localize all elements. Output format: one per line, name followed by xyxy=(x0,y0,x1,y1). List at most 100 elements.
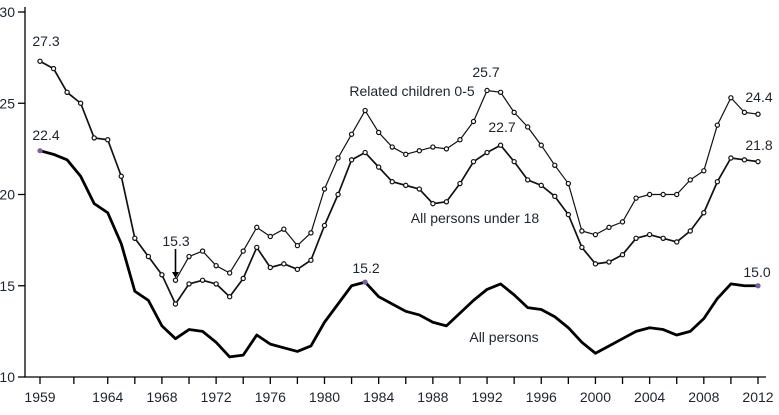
annotation-text: All persons xyxy=(469,329,538,345)
annotation-text: 22.7 xyxy=(488,119,515,135)
series-marker xyxy=(254,244,260,251)
series-marker xyxy=(470,158,477,165)
series-marker xyxy=(50,65,57,72)
series-marker xyxy=(267,233,274,240)
series-marker xyxy=(430,200,436,207)
series-marker xyxy=(484,149,490,156)
annotation-text: All persons under 18 xyxy=(411,210,540,226)
series-marker xyxy=(64,89,70,96)
x-tick-label: 1972 xyxy=(201,389,232,405)
x-tick-label: 1996 xyxy=(526,389,557,405)
annotation-arrow-head xyxy=(172,272,179,278)
series-marker xyxy=(619,219,626,225)
series-marker xyxy=(579,228,585,234)
series-marker xyxy=(321,222,328,229)
series-marker xyxy=(552,193,558,200)
series-marker xyxy=(674,191,680,198)
series-marker xyxy=(646,191,653,198)
series-marker xyxy=(226,270,233,276)
series-marker xyxy=(714,122,721,128)
series-marker xyxy=(443,199,450,205)
series-marker xyxy=(105,137,111,143)
series-marker xyxy=(240,275,246,282)
series-marker xyxy=(457,137,463,143)
series-marker xyxy=(37,58,43,64)
series-marker xyxy=(213,262,219,269)
series-marker xyxy=(389,179,395,185)
series-marker xyxy=(565,211,572,218)
series-marker xyxy=(497,89,504,96)
x-tick-label: 1976 xyxy=(255,389,286,405)
series-marker xyxy=(294,266,301,273)
series-marker xyxy=(430,144,436,150)
series-marker xyxy=(159,272,165,278)
series-marker xyxy=(484,87,490,94)
series-marker xyxy=(91,135,97,141)
series-marker xyxy=(416,186,423,192)
series-marker xyxy=(403,151,409,158)
series-marker xyxy=(511,109,517,116)
series-marker xyxy=(118,173,124,179)
series-marker xyxy=(416,147,423,154)
annotation-text: 25.7 xyxy=(472,64,499,80)
series-marker xyxy=(633,195,639,201)
series-marker xyxy=(213,281,219,287)
series-marker xyxy=(606,259,612,265)
series-marker xyxy=(77,100,84,106)
series-marker xyxy=(443,146,450,152)
series-marker xyxy=(592,231,599,238)
series-marker xyxy=(172,277,179,283)
series-marker xyxy=(240,248,246,254)
series-marker xyxy=(538,182,544,189)
series-marker xyxy=(728,155,734,161)
series-marker xyxy=(687,177,693,183)
highlight-dot xyxy=(362,279,368,285)
y-tick-label: 10 xyxy=(0,369,15,385)
annotation-text: 15.3 xyxy=(162,233,189,249)
highlight-dot xyxy=(755,283,761,289)
series-marker xyxy=(267,264,274,271)
series-marker xyxy=(281,226,287,232)
y-tick-label: 25 xyxy=(0,95,15,111)
series-marker xyxy=(403,182,409,189)
series-marker xyxy=(321,186,328,192)
series-marker xyxy=(389,144,395,150)
series-marker xyxy=(619,252,626,258)
series-marker xyxy=(199,248,206,254)
series-marker xyxy=(524,124,531,130)
series-marker xyxy=(294,242,301,249)
series-marker xyxy=(741,157,748,163)
series-marker xyxy=(728,95,734,101)
annotation-text: 15.0 xyxy=(743,264,770,280)
series-line-related-children-0-5 xyxy=(174,89,759,281)
series-marker xyxy=(254,224,260,231)
series-marker xyxy=(281,261,287,267)
series-marker xyxy=(335,191,341,198)
series-marker xyxy=(348,157,355,163)
annotation-text: 15.2 xyxy=(352,260,379,276)
series-marker xyxy=(646,231,653,238)
series-marker xyxy=(511,158,517,165)
series-marker xyxy=(375,164,382,170)
x-tick-label: 1992 xyxy=(471,389,502,405)
series-line-all-persons xyxy=(38,149,760,359)
series-marker xyxy=(199,277,206,283)
x-tick-label: 1984 xyxy=(363,389,394,405)
x-tick-label: 2000 xyxy=(580,389,611,405)
series-marker xyxy=(226,294,233,300)
x-tick-label: 1988 xyxy=(417,389,448,405)
series-marker xyxy=(552,162,558,168)
series-marker xyxy=(633,235,639,241)
series-marker xyxy=(579,244,585,251)
y-tick-label: 15 xyxy=(0,278,15,294)
annotation-text: 21.8 xyxy=(745,137,772,153)
series-marker xyxy=(186,281,192,287)
series-marker xyxy=(755,111,761,117)
x-tick-label: 2012 xyxy=(742,389,773,405)
y-tick-label: 30 xyxy=(0,4,15,20)
series-marker xyxy=(470,118,477,125)
series-marker xyxy=(565,180,572,187)
annotation-text: Related children 0-5 xyxy=(349,83,475,99)
